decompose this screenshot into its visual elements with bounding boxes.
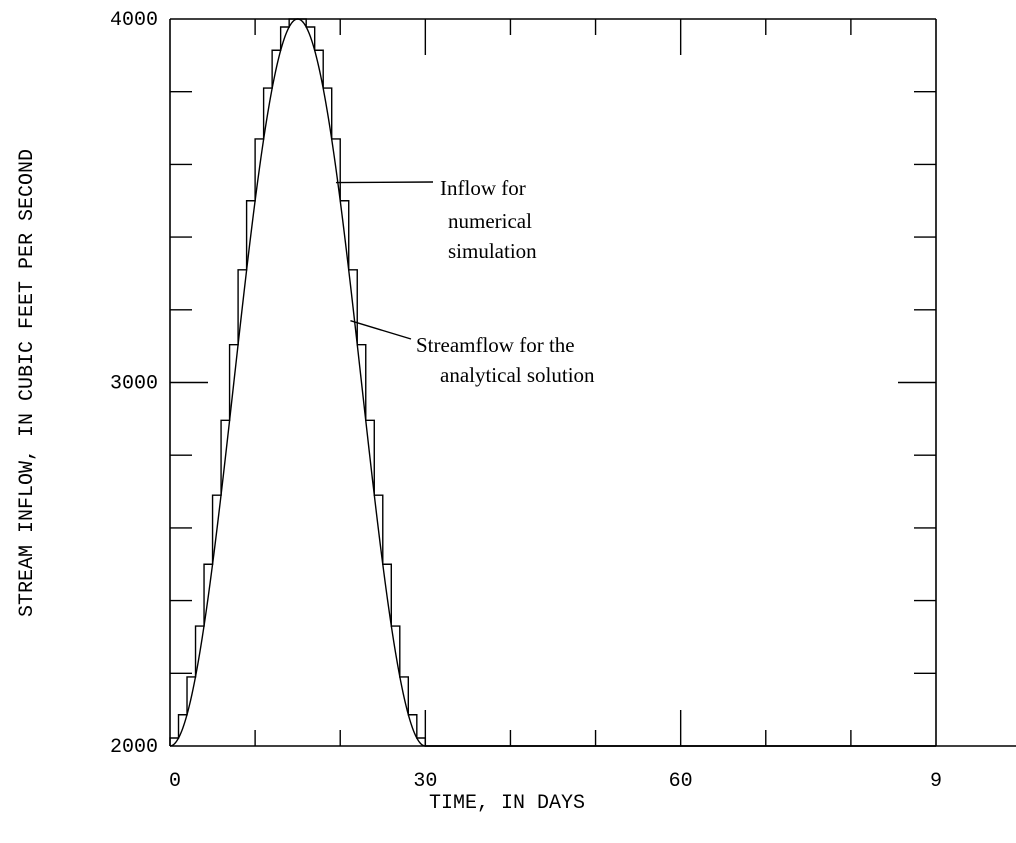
annotation-leader xyxy=(335,181,434,184)
series-group xyxy=(169,18,936,747)
y-axis-label: STREAM INFLOW, IN CUBIC FEET PER SECOND xyxy=(16,149,39,617)
annotation-text: Streamflow for the xyxy=(416,333,575,357)
y-tick-label: 3000 xyxy=(110,373,158,396)
annotation-leader xyxy=(350,320,412,340)
annotation-text: Inflow for xyxy=(440,176,526,200)
annotations-group: Inflow for numerical simulation Streamflow … xyxy=(335,176,595,387)
annotation-text: simulation xyxy=(448,239,537,263)
numerical-inflow-steps xyxy=(169,18,936,747)
tick-labels-group: 0 30 60 9 2000 3000 4000 xyxy=(110,9,942,793)
y-tick-label: 4000 xyxy=(110,9,158,32)
annotation-text: numerical xyxy=(448,209,532,233)
x-tick-label: 0 xyxy=(169,770,181,793)
x-tick-label: 9 xyxy=(930,770,942,793)
x-tick-label: 30 xyxy=(413,770,437,793)
axis-ticks xyxy=(170,19,936,746)
annotation-text: analytical solution xyxy=(440,363,595,387)
x-axis-label: TIME, IN DAYS xyxy=(429,792,585,815)
y-tick-label: 2000 xyxy=(110,736,158,759)
x-tick-label: 60 xyxy=(669,770,693,793)
